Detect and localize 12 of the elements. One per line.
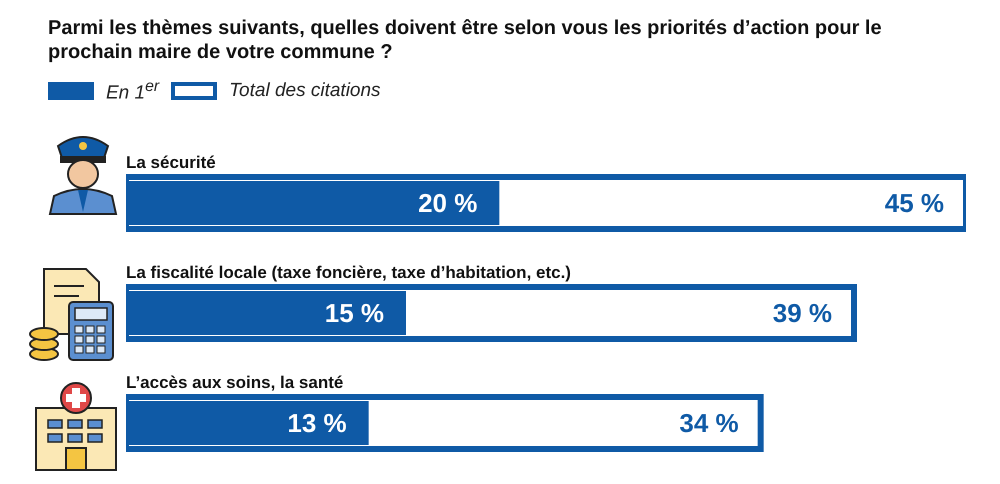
y-tick-label: La sécurité xyxy=(126,153,216,172)
data-label: 39 % xyxy=(772,298,832,328)
data-label: 45 % xyxy=(884,188,944,218)
legend-label: En 1$^{er}$ xyxy=(106,78,160,104)
chart-title: Parmi les thèmes suivants, quelles doivent être selon vous les priorités d’action pour le prochain maire de votre commune ? xyxy=(48,16,883,64)
data-label: 13 % xyxy=(287,408,347,438)
data-label: 15 % xyxy=(324,298,384,328)
legend-label: Total des citations xyxy=(229,80,381,102)
data-label: 20 % xyxy=(418,188,478,218)
y-tick-label: La fiscalité locale (taxe foncière, taxe d’habitation, etc.) xyxy=(126,263,571,282)
y-tick-label: L’accès aux soins, la santé xyxy=(126,373,344,392)
data-label: 34 % xyxy=(679,408,739,438)
